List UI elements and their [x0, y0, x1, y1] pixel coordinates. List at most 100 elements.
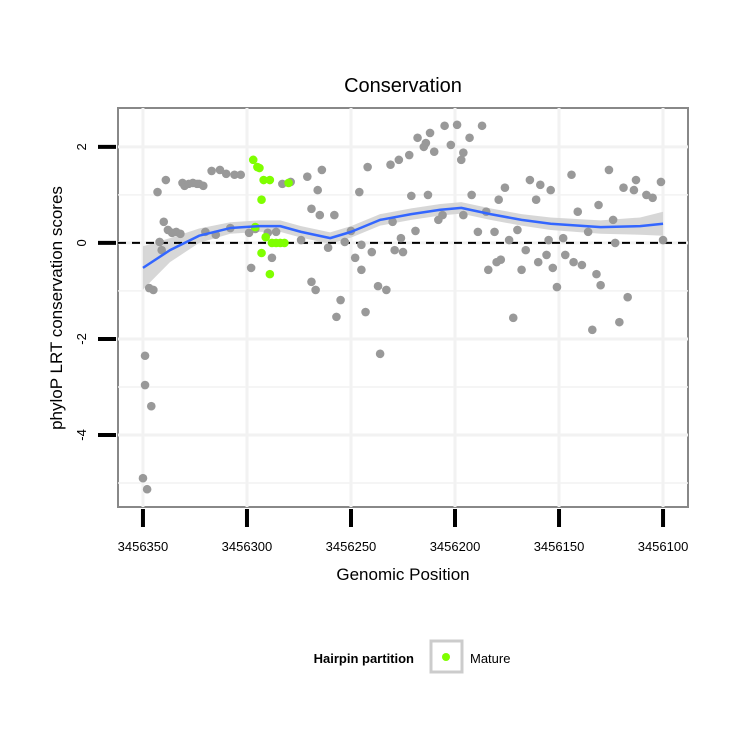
data-point-other: [411, 226, 420, 236]
data-point-other: [446, 140, 456, 150]
data-point-other: [425, 128, 435, 138]
x-tick-label: 3456300: [222, 539, 273, 554]
data-point-other: [375, 349, 385, 359]
data-point-other: [161, 175, 171, 185]
x-tick-label: 3456200: [430, 539, 481, 554]
confidence-band: [142, 202, 664, 290]
data-point-other: [500, 183, 510, 193]
data-point-other: [619, 183, 628, 193]
data-point-other: [230, 170, 239, 180]
data-point-other: [452, 120, 462, 130]
data-point-other: [398, 247, 408, 257]
data-point-other: [623, 292, 632, 302]
data-point-mature: [261, 232, 271, 242]
data-point-other: [456, 155, 466, 165]
grid-lines: [118, 108, 688, 507]
data-point-other: [610, 238, 620, 248]
data-point-other: [315, 210, 325, 220]
data-point-other: [544, 235, 553, 245]
legend-key-mature: [442, 653, 450, 661]
x-axis: 3456350 3456300 3456250 3456200 3456150 34561…: [118, 509, 689, 554]
data-point-other: [246, 263, 256, 273]
data-point-other: [271, 227, 281, 237]
data-point-mature: [257, 248, 266, 258]
data-point-other: [467, 190, 476, 200]
data-point-other: [588, 325, 597, 335]
data-point-other: [658, 235, 668, 245]
data-point-other: [146, 401, 156, 411]
data-point-other: [336, 295, 345, 305]
data-point-other: [357, 265, 366, 275]
data-point-other: [149, 285, 158, 295]
data-point-other: [350, 253, 360, 263]
data-point-other: [396, 233, 406, 243]
data-point-other: [594, 200, 603, 210]
data-point-other: [504, 235, 514, 245]
smooth-curve: [142, 206, 664, 269]
data-point-other: [390, 245, 399, 255]
data-point-other: [313, 185, 323, 195]
x-tick-label: 3456250: [326, 539, 377, 554]
chart-title: Conservation: [344, 75, 462, 97]
data-point-other: [558, 233, 568, 243]
data-point-other: [477, 121, 487, 131]
data-point-other: [525, 175, 535, 185]
points: [138, 120, 668, 494]
data-point-other: [542, 250, 551, 260]
y-tick-label: 0: [74, 239, 89, 246]
data-point-other: [330, 210, 339, 220]
data-point-other: [357, 240, 366, 250]
legend: Hairpin partition Mature: [314, 639, 510, 674]
data-point-other: [303, 172, 312, 181]
data-point-other: [332, 312, 341, 322]
data-point-other: [138, 473, 148, 483]
data-point-other: [140, 380, 150, 390]
data-point-other: [153, 187, 162, 197]
data-point-other: [207, 166, 216, 176]
data-point-other: [340, 237, 350, 247]
data-point-other: [159, 217, 169, 227]
data-point-other: [267, 253, 277, 263]
data-point-other: [176, 229, 185, 239]
data-point-other: [361, 307, 370, 317]
data-point-other: [656, 177, 666, 187]
data-point-other: [157, 245, 166, 255]
data-point-other: [513, 225, 522, 235]
data-point-other: [155, 237, 164, 247]
data-point-mature: [265, 175, 275, 185]
data-point-other: [521, 245, 531, 255]
data-point-other: [569, 257, 578, 267]
data-point-other: [552, 282, 562, 292]
confidence-band-area: [142, 202, 664, 290]
data-point-other: [473, 227, 483, 237]
data-point-other: [517, 265, 526, 275]
data-point-other: [244, 228, 254, 238]
data-point-other: [567, 170, 576, 180]
data-point-mature: [284, 178, 293, 188]
data-point-other: [236, 170, 246, 180]
data-point-other: [373, 281, 383, 291]
data-point-other: [548, 263, 558, 273]
data-point-other: [367, 247, 377, 257]
data-point-mature: [265, 269, 275, 279]
data-point-other: [459, 148, 468, 157]
data-point-other: [483, 265, 493, 275]
data-point-other: [531, 195, 541, 205]
data-point-mature: [248, 155, 258, 165]
x-tick-label: 3456100: [638, 539, 689, 554]
data-point-mature: [257, 195, 266, 205]
data-point-other: [323, 243, 333, 253]
data-point-other: [465, 133, 474, 143]
y-axis: 2 0 -2 -4: [74, 143, 116, 441]
data-point-mature: [259, 175, 268, 185]
data-point-other: [631, 175, 641, 185]
data-point-other: [629, 185, 639, 195]
data-point-other: [423, 190, 433, 200]
data-point-other: [307, 204, 316, 214]
x-tick-label: 3456350: [118, 539, 169, 554]
data-point-other: [421, 138, 431, 148]
data-point-other: [592, 269, 601, 279]
data-point-other: [394, 155, 404, 165]
smooth-line: [142, 206, 664, 269]
